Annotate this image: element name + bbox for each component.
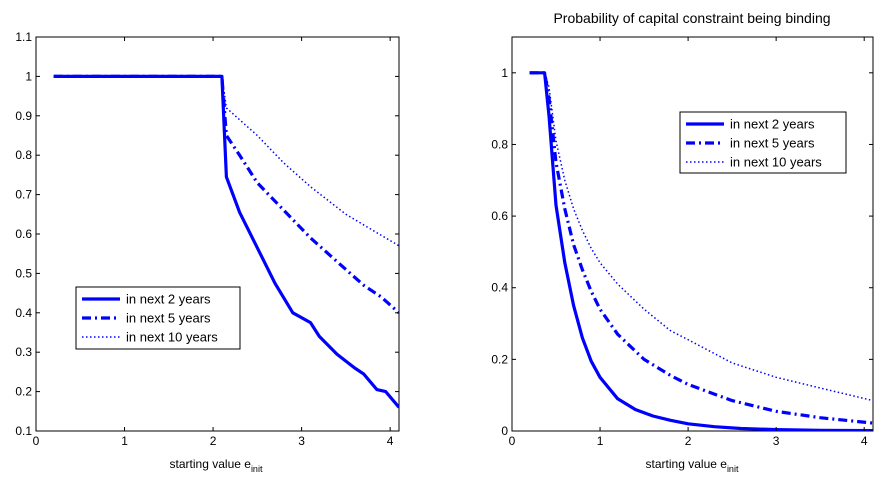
left-xlabel-subscript: init <box>251 464 263 474</box>
left-xtick-label: 2 <box>210 434 217 448</box>
left-xtick-label: 3 <box>298 434 305 448</box>
left-plot-area: in next 2 years in next 5 years in next 10… <box>35 36 400 432</box>
left-ytick-label: 0.4 <box>15 306 32 320</box>
left-ytick-label: 0.2 <box>15 385 32 399</box>
left-xtick-label: 4 <box>387 434 394 448</box>
right-xtick-label: 3 <box>773 434 780 448</box>
left-series-line-3 <box>53 75 399 247</box>
right-legend-label-3: in next 10 years <box>730 155 822 170</box>
left-ytick-label: 0.1 <box>15 424 32 438</box>
left-ytick-label: 0.5 <box>15 266 32 280</box>
right-xlabel-text: starting value e <box>646 457 728 471</box>
right-xlabel-subscript: init <box>727 464 739 474</box>
right-plot-area: in next 2 years in next 5 years in next 10… <box>511 36 874 432</box>
right-xtick-label: 1 <box>597 434 604 448</box>
right-legend: in next 2 years in next 5 years in next 10… <box>679 111 847 174</box>
right-ytick-label: 0.2 <box>491 352 508 366</box>
left-xlabel-text: starting value e <box>170 457 252 471</box>
right-ytick-label: 0.4 <box>491 281 508 295</box>
right-tick-labels: 0 1 2 3 4 0 0.2 0.4 0.6 0.8 1 <box>491 37 873 448</box>
right-series-line-2 <box>529 71 873 425</box>
right-legend-label-1: in next 2 years <box>730 117 815 132</box>
right-xtick-label: 2 <box>685 434 692 448</box>
right-legend-label-2: in next 5 years <box>730 136 815 151</box>
left-legend-label-3: in next 10 years <box>126 330 218 345</box>
right-xtick-label: 0 <box>509 434 516 448</box>
left-xtick-label: 1 <box>121 434 128 448</box>
left-ytick-label: 0.7 <box>15 188 32 202</box>
right-chart-title: Probability of capital constraint being … <box>553 10 830 26</box>
right-ytick-label: 1 <box>501 66 508 80</box>
left-ytick-label: 1 <box>25 69 32 83</box>
right-xtick-label: 4 <box>861 434 868 448</box>
right-chart: Probability of capital constraint being … <box>491 10 874 474</box>
left-tick-labels: 0 1 2 3 4 0.1 0.2 0.3 0.4 0.5 0.6 0.7 0.8 0.9 1 1.1 <box>15 30 399 448</box>
left-ytick-label: 0.9 <box>15 109 32 123</box>
right-ytick-label: 0 <box>501 424 508 438</box>
left-chart: in next 2 years in next 5 years in next 10… <box>15 30 400 474</box>
left-legend-box <box>75 286 241 350</box>
left-ytick-label: 1.1 <box>15 30 32 44</box>
right-ytick-label: 0.8 <box>491 137 508 151</box>
left-legend-label-2: in next 5 years <box>126 311 211 326</box>
right-axes-box <box>511 36 874 432</box>
left-xtick-label: 0 <box>33 434 40 448</box>
left-axes-box <box>35 36 400 432</box>
right-ytick-label: 0.6 <box>491 209 508 223</box>
left-ytick-label: 0.3 <box>15 345 32 359</box>
left-legend-label-1: in next 2 years <box>126 292 211 307</box>
left-ytick-label: 0.6 <box>15 227 32 241</box>
right-xlabel: starting value einit <box>646 457 739 474</box>
right-series-line-1 <box>529 71 873 431</box>
left-series-line-2 <box>53 74 399 314</box>
left-legend: in next 2 years in next 5 years in next 10… <box>75 286 241 350</box>
left-xlabel: starting value einit <box>170 457 263 474</box>
left-ytick-label: 0.8 <box>15 148 32 162</box>
